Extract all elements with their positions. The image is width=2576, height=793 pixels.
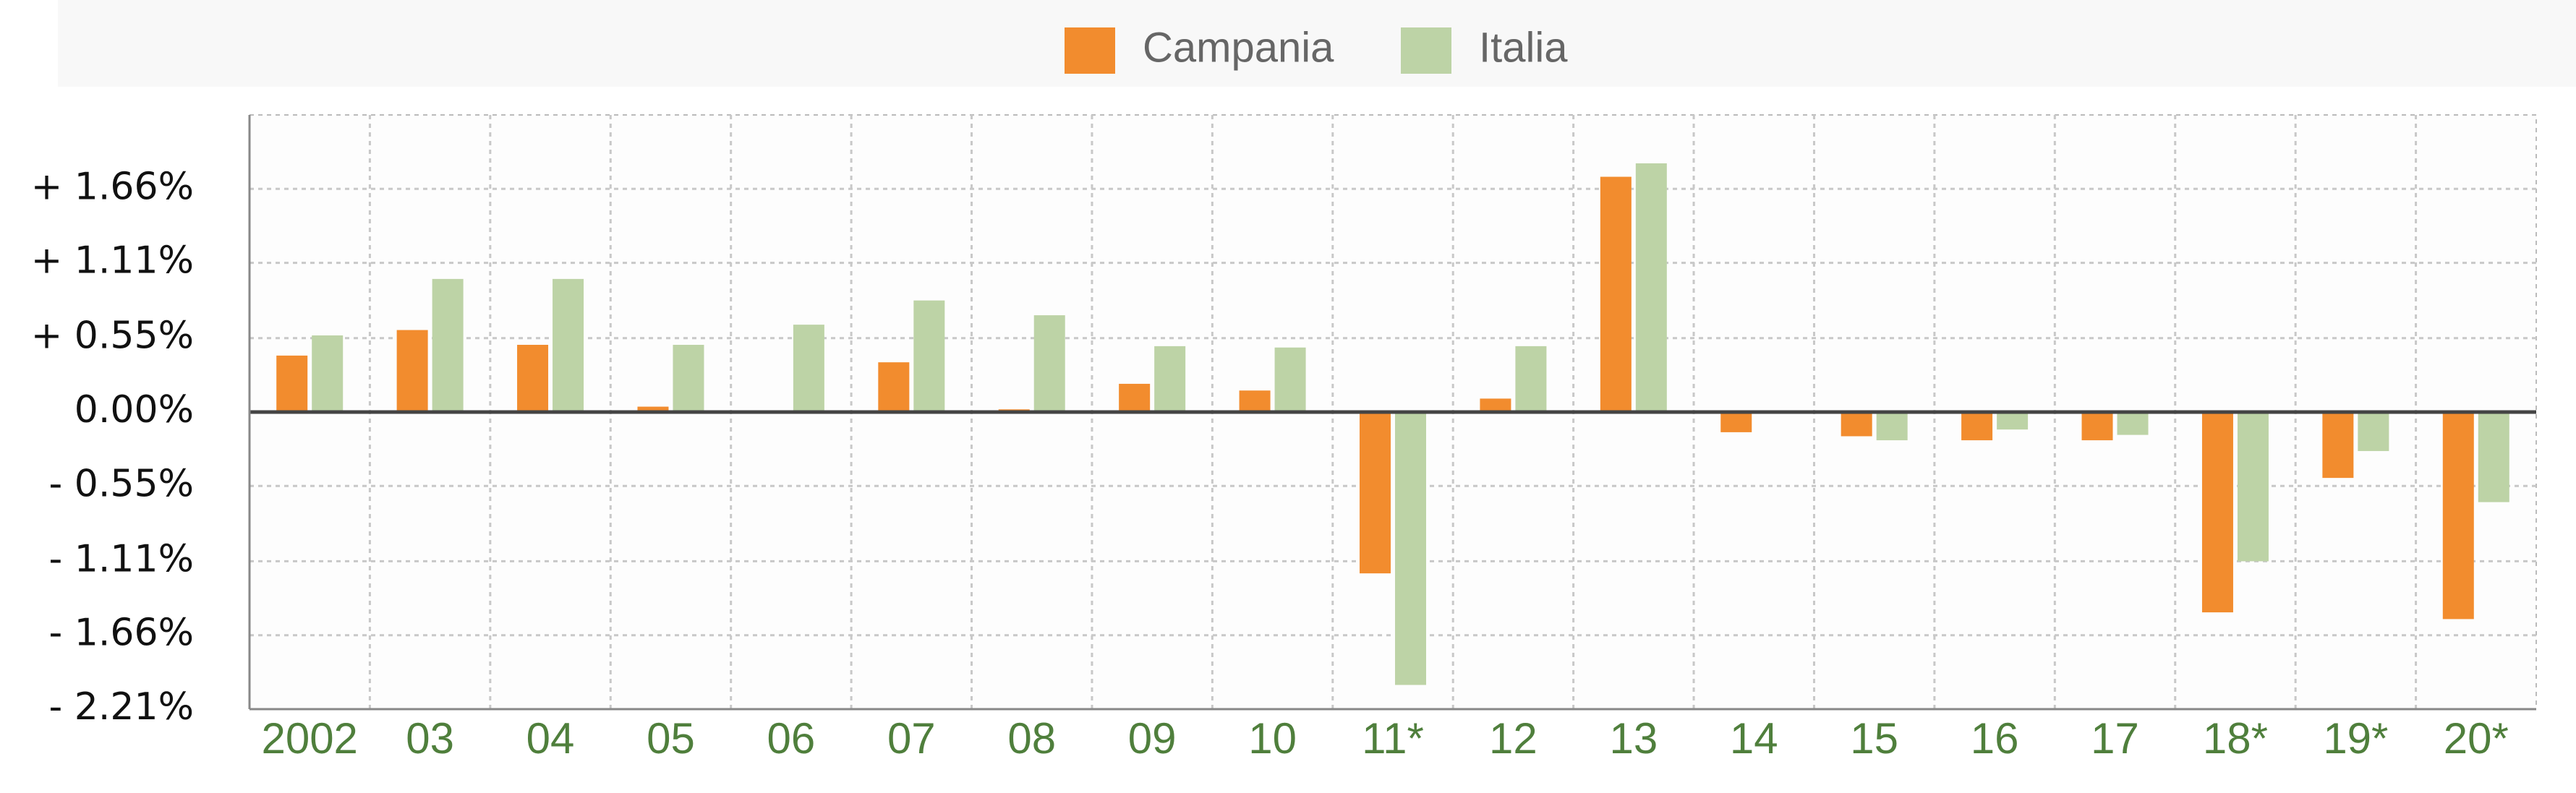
x-tick-label: 18* [2203, 714, 2268, 763]
y-tick-label: - 0.55% [49, 462, 194, 505]
y-tick-label: + 0.55% [31, 314, 194, 358]
bar [673, 345, 704, 412]
y-tick-label: - 2.21% [49, 685, 194, 729]
bar [1033, 315, 1065, 412]
bar [2201, 412, 2233, 613]
bar [1515, 346, 1547, 412]
bar [2237, 412, 2269, 562]
y-tick-label: + 1.11% [31, 239, 194, 283]
x-tick-label: 07 [887, 714, 936, 763]
x-tick-label: 14 [1730, 714, 1778, 763]
bar [878, 362, 910, 412]
x-tick-label: 10 [1248, 714, 1297, 763]
x-tick-label: 09 [1128, 714, 1177, 763]
bar [1961, 412, 1993, 441]
bar [2117, 412, 2149, 435]
x-tick-label: 13 [1609, 714, 1658, 763]
y-tick-label: - 1.11% [49, 537, 194, 580]
bar [1154, 346, 1186, 412]
bar [312, 335, 344, 412]
legend-band [58, 0, 2576, 87]
legend-swatch [1065, 27, 1115, 74]
bar [1119, 383, 1151, 412]
bar [1239, 390, 1271, 412]
x-tick-label: 04 [526, 714, 575, 763]
legend-label: Italia [1479, 24, 1568, 71]
x-tick-label: 12 [1489, 714, 1538, 763]
bar [2442, 412, 2474, 620]
bar [1720, 412, 1752, 432]
legend-label: Campania [1143, 24, 1334, 71]
x-tick-label: 15 [1850, 714, 1898, 763]
legend-swatch [1401, 27, 1451, 74]
bar [517, 345, 549, 412]
bar [1841, 412, 1872, 437]
y-tick-label: + 1.66% [31, 165, 194, 208]
x-tick-label: 08 [1007, 714, 1056, 763]
bar [2322, 412, 2354, 479]
x-tick-label: 2002 [261, 714, 357, 763]
y-tick-label: - 1.66% [49, 612, 194, 655]
bar [793, 325, 824, 412]
y-tick-label: 0.00% [74, 388, 194, 432]
bar [553, 278, 584, 412]
x-tick-label: 11* [1362, 714, 1424, 763]
bar [396, 330, 428, 412]
bar [2478, 412, 2509, 502]
bar [1360, 412, 1391, 574]
x-tick-label: 16 [1971, 714, 2019, 763]
x-tick-label: 17 [2091, 714, 2139, 763]
bar [637, 406, 669, 412]
bar [432, 278, 464, 412]
bar [276, 355, 308, 412]
bar [2358, 412, 2389, 451]
x-tick-label: 03 [406, 714, 454, 763]
x-tick-label: 05 [647, 714, 695, 763]
bar [1395, 412, 1426, 685]
x-tick-label: 19* [2323, 714, 2388, 763]
bar [1600, 176, 1632, 412]
bar [1635, 163, 1667, 412]
bar [2081, 412, 2113, 441]
bar [1480, 398, 1511, 412]
bar [1997, 412, 2029, 430]
bar [1274, 347, 1306, 412]
x-tick-label: 06 [767, 714, 816, 763]
bar [913, 300, 945, 412]
bar [1876, 412, 1908, 441]
x-tick-label: 20* [2444, 714, 2509, 763]
